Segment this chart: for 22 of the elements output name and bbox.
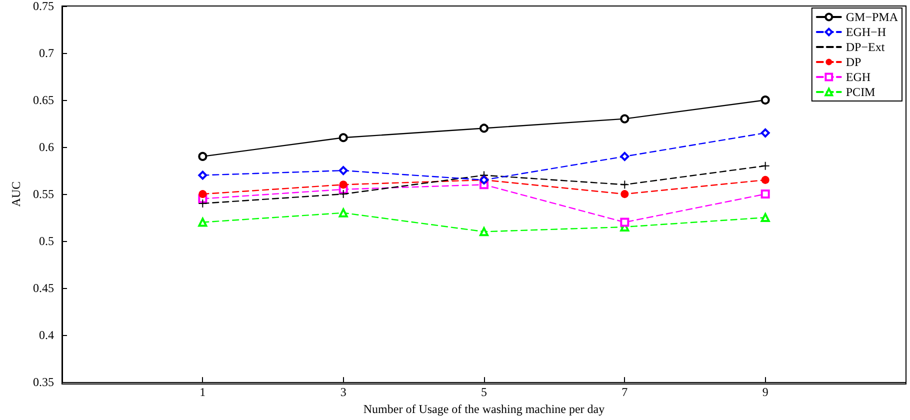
y-tick-label: 0.65 bbox=[33, 93, 54, 108]
x-tick-label: 1 bbox=[200, 385, 206, 400]
y-tick-label: 0.45 bbox=[33, 281, 54, 296]
legend-label: EGH−H bbox=[846, 25, 886, 39]
x-tick-label: 9 bbox=[762, 385, 768, 400]
legend-label: GM−PMA bbox=[846, 10, 898, 24]
x-tick-label: 3 bbox=[340, 385, 346, 400]
y-tick-label: 0.4 bbox=[39, 328, 54, 342]
y-tick-label: 0.5 bbox=[39, 234, 54, 248]
y-tick-label: 0.35 bbox=[33, 375, 54, 390]
legend-label: PCIM bbox=[846, 85, 876, 99]
y-tick-label: 0.6 bbox=[39, 140, 54, 154]
legend-label: EGH bbox=[846, 70, 871, 84]
x-axis-title: Number of Usage of the washing machine per day bbox=[363, 402, 605, 416]
y-tick-label: 0.55 bbox=[33, 187, 54, 202]
legend-label: DP bbox=[846, 55, 862, 69]
y-tick-label: 0.7 bbox=[39, 46, 54, 60]
y-axis-title: AUC bbox=[9, 181, 23, 207]
y-tick-label: 0.75 bbox=[33, 0, 54, 13]
legend-label: DP−Ext bbox=[846, 40, 886, 54]
x-tick-label: 7 bbox=[622, 385, 628, 400]
x-tick-label: 5 bbox=[481, 385, 487, 400]
